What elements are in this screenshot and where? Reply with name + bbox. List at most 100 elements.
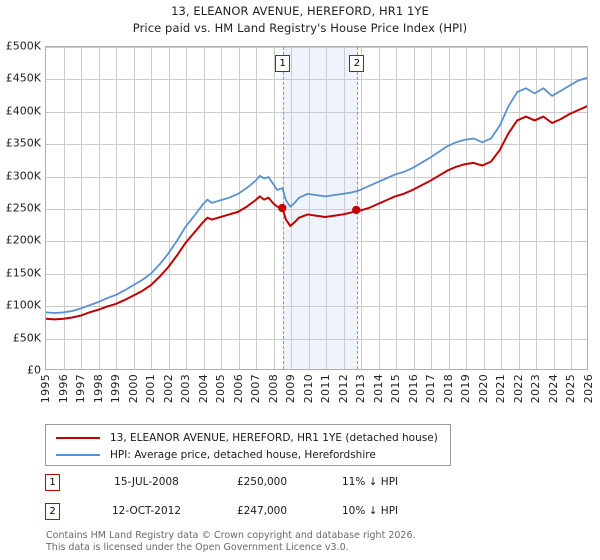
gridline-vertical [501,47,503,369]
chart-legend: 13, ELEANOR AVENUE, HEREFORD, HR1 1YE (d… [45,424,451,466]
y-axis-tick-label: £500K [5,39,41,53]
gridline-vertical [483,47,485,369]
footer-line-1: Contains HM Land Registry data © Crown c… [46,530,416,541]
x-axis-tick-label: 2021 [494,374,508,404]
x-axis-tick-label: 2001 [144,374,158,404]
transaction-date-1: 15-JUL-2008 [114,476,179,488]
y-axis-tick-label: £0 [27,363,41,377]
transaction-row-1[interactable]: 1 15-JUL-2008 £250,000 11% ↓ HPI [45,474,465,496]
x-axis-tick-label: 2022 [511,374,525,404]
gridline-horizontal [46,47,587,48]
transaction-number-2: 2 [45,503,60,520]
y-axis-tick-label: £100K [5,298,41,312]
y-axis-tick-label: £250K [5,201,41,215]
legend-label-property: 13, ELEANOR AVENUE, HEREFORD, HR1 1YE (d… [110,431,438,444]
x-axis-tick-label: 2018 [441,374,455,404]
x-axis-tick-label: 2015 [389,374,403,404]
gridline-horizontal [46,79,587,81]
gridline-horizontal [46,241,587,243]
transaction-row-2[interactable]: 2 12-OCT-2012 £247,000 10% ↓ HPI [45,503,465,525]
x-axis-tick-label: 2008 [266,374,280,404]
x-axis-tick-label: 2011 [319,374,333,404]
gridline-vertical [326,47,328,369]
x-axis-tick-label: 2019 [459,374,473,404]
x-axis-tick-label: 2014 [371,374,385,404]
gridline-horizontal [46,144,587,146]
gridline-horizontal [46,306,587,308]
gridline-vertical [431,47,433,369]
y-axis-tick-label: £350K [5,136,41,150]
x-axis-tick-label: 1998 [91,374,105,404]
x-axis-tick-label: 2007 [249,374,263,404]
gridline-vertical [116,47,118,369]
transaction-date-2: 12-OCT-2012 [112,505,181,517]
x-axis-tick-label: 1997 [74,374,88,404]
x-axis-tick-label: 2010 [301,374,315,404]
x-axis-tick-label: 2020 [476,374,490,404]
gridline-vertical [238,47,240,369]
gridline-vertical [518,47,520,369]
x-axis-tick-label: 2006 [231,374,245,404]
footer-line-2: This data is licensed under the Open Gov… [46,541,349,553]
y-axis-tick-label: £400K [5,104,41,118]
transaction-price-1: £250,000 [236,476,288,488]
transaction-point-marker[interactable] [278,203,287,213]
page-title: 13, ELEANOR AVENUE, HEREFORD, HR1 1YE Pr… [0,3,600,37]
gridline-vertical [536,47,538,369]
gridline-horizontal [46,273,587,275]
transaction-point-marker[interactable] [352,205,361,215]
x-axis-tick-label: 1995 [39,374,52,404]
x-axis-tick-label: 1999 [109,374,123,404]
x-axis-tick-label: 2026 [582,374,595,404]
gridline-vertical [466,47,468,369]
x-axis-tick-label: 2017 [424,374,438,404]
series-paths [46,77,587,321]
legend-swatch-property [56,436,100,439]
y-axis-tick-label: £300K [5,169,41,183]
gridline-vertical [133,47,135,369]
x-axis-tick-label: 2009 [284,374,298,404]
x-axis-tick-label: 1996 [56,374,70,404]
gridline-vertical [553,47,555,369]
gridline-vertical [221,47,223,369]
x-axis-tick-label: 2013 [354,374,368,404]
series-line-hpi [46,77,587,314]
x-axis-tick-label: 2003 [179,374,193,404]
gridline-vertical [343,47,345,369]
x-axis-tick-label: 2000 [126,374,140,404]
gridline-vertical [81,47,83,369]
gridline-vertical [151,47,153,369]
gridline-vertical [63,47,65,369]
series-line-property [46,105,587,321]
gridline-vertical [308,47,310,369]
gridline-horizontal [46,209,587,210]
legend-item-hpi: HPI: Average price, detached house, Here… [46,446,450,463]
x-axis-tick-label: 2025 [564,374,578,404]
gridline-vertical [273,47,275,369]
transaction-hpi-delta-1: 11% ↓ HPI [342,476,399,488]
attribution-footer: Contains HM Land Registry data © Crown c… [46,530,586,553]
x-axis-tick-label: 2002 [161,374,175,404]
transaction-number-1: 1 [45,474,60,491]
gridline-vertical [571,47,573,369]
y-axis-tick-label: £450K [5,71,41,85]
gridline-vertical [448,47,450,369]
transaction-marker-flag[interactable]: 1 [275,55,291,72]
x-axis-tick-label: 2016 [406,374,420,404]
transaction-marker-flag[interactable]: 2 [349,55,365,72]
transaction-hpi-delta-2: 10% ↓ HPI [342,505,399,517]
x-axis-tick-label: 2024 [546,374,560,404]
title-line-2: Price paid vs. HM Land Registry's House … [132,21,468,35]
gridline-vertical [186,47,188,369]
y-axis-tick-label: £150K [5,266,41,280]
gridline-vertical [98,47,100,369]
x-axis-tick-label: 2004 [196,374,210,404]
legend-swatch-hpi [56,453,100,456]
gridline-vertical [168,47,170,369]
gridline-vertical [203,47,205,369]
y-axis-tick-label: £200K [5,233,41,247]
